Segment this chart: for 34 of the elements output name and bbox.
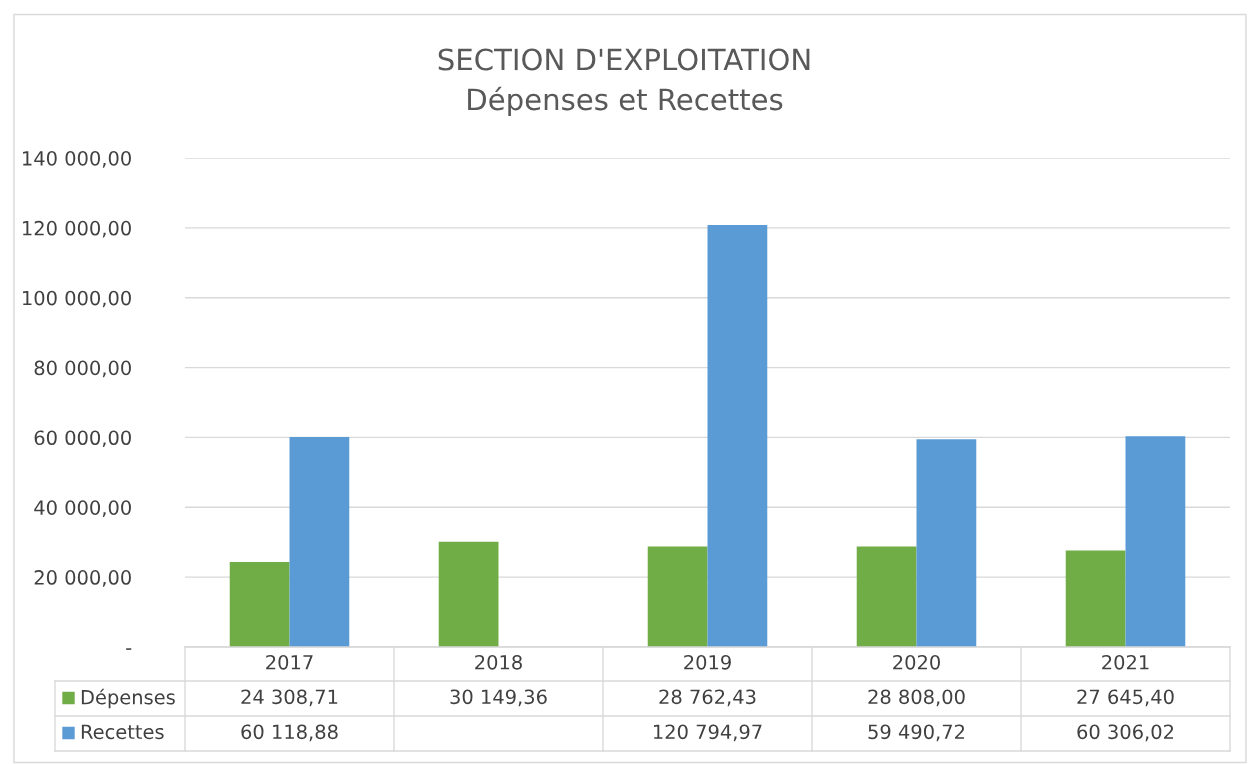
y-tick-label: 20 000,00: [34, 570, 131, 587]
x-tick-label: 2018: [475, 654, 522, 670]
bar: [647, 546, 708, 647]
y-tick-label: 80 000,00: [34, 360, 131, 378]
x-tick-label: 2017: [266, 654, 313, 670]
bar: [707, 225, 768, 647]
data-label: 24 308,71: [241, 689, 338, 707]
data-label: 27 645,40: [1077, 689, 1174, 707]
legend-label: Dépenses: [81, 688, 175, 709]
data-label: 28 808,00: [868, 689, 965, 707]
data-label: 60 306,02: [1077, 724, 1174, 742]
bar: [916, 439, 977, 647]
y-tick-label: -: [126, 648, 132, 650]
bar: [1065, 550, 1126, 647]
x-tick-label: 2021: [1102, 654, 1149, 670]
y-tick-label: 100 000,00: [23, 290, 131, 308]
bar: [438, 541, 499, 647]
y-tick-label: 140 000,00: [23, 150, 131, 168]
chart-title: SECTION D'EXPLOITATION Dépenses et Recettes: [438, 48, 810, 117]
x-tick-label: 2019: [684, 654, 731, 670]
data-label: 120 794,97: [653, 724, 762, 742]
x-tick-label: 2020: [893, 654, 940, 670]
y-tick-label: 120 000,00: [23, 220, 131, 238]
data-label: 30 149,36: [450, 689, 547, 707]
y-tick-label: 60 000,00: [34, 430, 131, 448]
y-tick-label: 40 000,00: [34, 500, 131, 517]
data-label: 59 490,72: [868, 724, 965, 742]
bar: [229, 562, 290, 647]
data-label: 60 118,88: [241, 724, 338, 742]
legend-label: Recettes: [81, 724, 164, 740]
bar: [289, 437, 350, 647]
data-label: 28 762,43: [659, 689, 756, 707]
bar: [1125, 436, 1186, 647]
bar: [856, 546, 917, 647]
